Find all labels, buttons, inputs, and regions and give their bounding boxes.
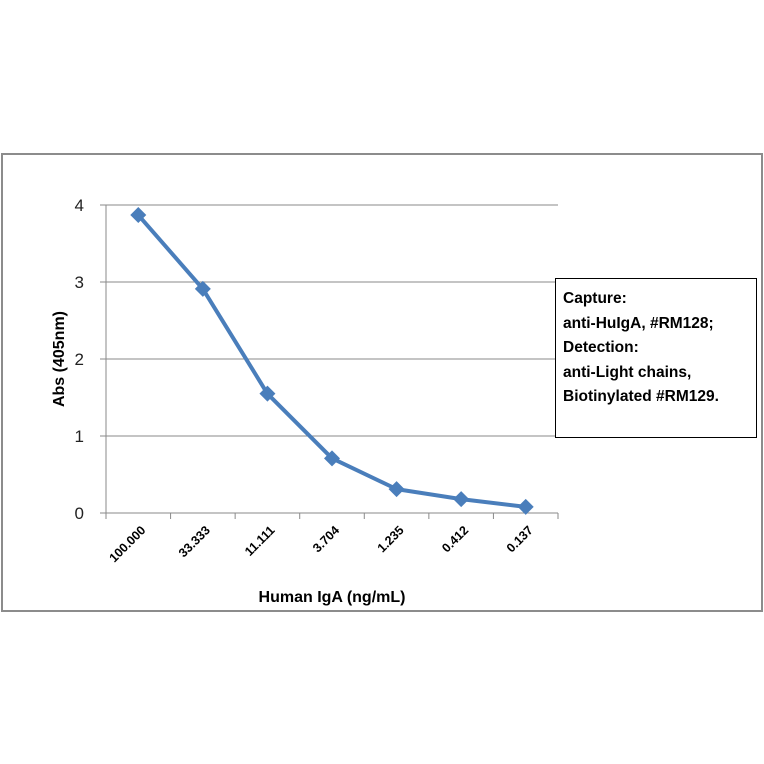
diamond-marker [388,481,405,498]
y-tick-label: 2 [75,350,84,369]
x-axis-title: Human IgA (ng/mL) [259,589,406,606]
diamond-marker [453,491,470,508]
x-tick-label: 1.235 [375,523,407,555]
diamond-marker [130,207,147,224]
y-tick-label: 1 [75,427,84,446]
x-tick-label: 100.000 [107,523,149,565]
diamond-marker [517,498,534,515]
annotation-line: Capture: [563,290,627,307]
annotation-line: anti-HuIgA, #RM128; [563,314,714,332]
diamond-marker [259,385,276,402]
annotation-box: Capture: anti-HuIgA, #RM128; Detection: … [555,278,757,438]
y-tick-label: 4 [75,196,84,215]
annotation-line: Detection: [563,339,639,356]
chart-frame [1,153,763,612]
x-tick-label: 3.704 [310,523,342,555]
x-tick-label: 0.137 [504,523,536,555]
x-tick-label: 11.111 [242,523,278,559]
diamond-marker [194,280,211,297]
y-tick-label: 0 [75,504,84,523]
x-tick-label: 0.412 [439,523,471,555]
y-tick-label: 3 [75,273,84,292]
diamond-marker [324,450,340,467]
y-axis-title: Abs (405nm) [51,311,68,407]
annotation-line: anti-Light chains, [563,363,692,381]
annotation-line: Biotinylated #RM129. [563,388,719,405]
x-tick-label: 33.333 [176,523,213,560]
